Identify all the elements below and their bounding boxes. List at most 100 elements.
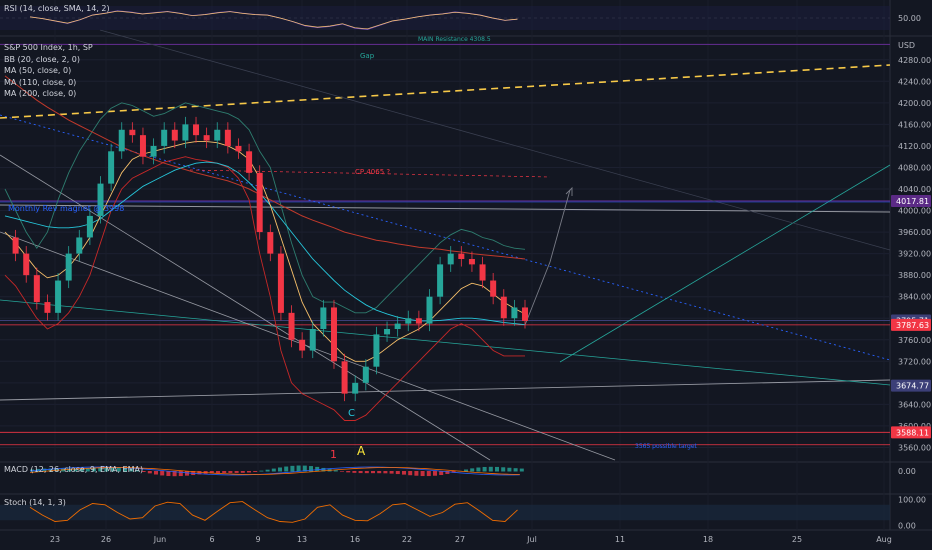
macd-histogram-bar	[259, 470, 264, 472]
rsi-pane[interactable]	[0, 6, 890, 30]
time-tick-label: 22	[402, 535, 412, 544]
macd-histogram-bar	[495, 466, 499, 472]
macd-histogram-bar	[364, 471, 369, 474]
macd-histogram-bar	[209, 471, 214, 474]
macd-histogram-bar	[129, 468, 134, 472]
study-ma50[interactable]: MA (50, close, 0)	[4, 66, 72, 75]
candle-body	[139, 135, 146, 157]
macd-histogram-bar	[321, 467, 326, 472]
candle-body	[214, 129, 221, 141]
macd-histogram-bar	[402, 471, 406, 475]
price-tick-label: 4120.00	[898, 142, 931, 151]
time-tick-label: 25	[792, 535, 802, 544]
macd-histogram-bar	[116, 467, 121, 472]
macd-pane[interactable]	[29, 465, 524, 477]
annotation-label: 1	[330, 448, 337, 461]
macd-histogram-bar	[278, 467, 282, 472]
gray-diag-2	[0, 231, 616, 461]
macd-histogram-bar	[172, 471, 177, 477]
time-axis[interactable]: 23 26 Jun 6 9 13 16 22 27 Jul 11 18 25 Aug	[50, 535, 892, 544]
main-legend: S&P 500 Index, 1h, SP BB (20, close, 2, …	[4, 42, 93, 100]
macd-histogram-bar	[451, 471, 456, 473]
macd-histogram-bar	[476, 467, 481, 472]
candle-body	[44, 302, 51, 313]
macd-histogram-bar	[389, 471, 394, 474]
candle-body	[458, 253, 465, 259]
symbol-title[interactable]: S&P 500 Index, 1h, SP	[4, 43, 93, 52]
macd-histogram-bar	[383, 471, 388, 474]
price-tag-label: 3588.11	[896, 428, 929, 437]
macd-histogram-bar	[426, 471, 431, 477]
macd-histogram-bar	[302, 465, 307, 472]
time-tick-label: 26	[101, 535, 111, 544]
macd-title: MACD (12, 26, close, 9, EMA, EMA)	[4, 465, 144, 474]
candle-body	[277, 253, 284, 313]
bb-upper-line	[4, 102, 526, 314]
stoch-pane[interactable]	[0, 501, 890, 523]
teal-downtrend	[0, 299, 891, 386]
candle-body	[161, 129, 168, 146]
stoch-band	[0, 504, 890, 521]
candle-body	[33, 275, 40, 303]
stoch-k-line	[29, 501, 518, 523]
candle-body	[224, 129, 231, 146]
macd-histogram-bar	[408, 471, 413, 476]
price-pane[interactable]	[4, 75, 528, 421]
macd-signal-line	[29, 467, 520, 475]
macd-histogram-bar	[234, 471, 239, 473]
macd-histogram-bar	[265, 469, 270, 472]
candle-body	[182, 124, 189, 141]
macd-histogram-bar	[160, 471, 165, 476]
study-bb[interactable]: BB (20, close, 2, 0)	[4, 54, 80, 64]
price-tick-label: 4080.00	[898, 163, 931, 172]
stoch-tick-label: 100.00	[898, 496, 926, 505]
rsi-tick-label: 50.00	[898, 14, 921, 23]
macd-histogram-bar	[79, 468, 84, 472]
time-tick-label: 16	[350, 535, 360, 544]
candle-body	[320, 307, 327, 329]
macd-histogram-bar	[507, 467, 512, 472]
price-tick-label: 4160.00	[898, 120, 931, 129]
price-tag-label: 4017.81	[896, 197, 929, 206]
candle-body	[246, 151, 253, 173]
rsi-title: RSI (14, close, SMA, 14, 2)	[4, 4, 110, 13]
candle-body	[193, 124, 200, 136]
price-tag-label: 3787.63	[896, 321, 929, 330]
price-tick-label: 3920.00	[898, 250, 931, 259]
study-ma200[interactable]: MA (200, close, 0)	[4, 89, 77, 98]
macd-histogram-bar	[488, 466, 493, 472]
macd-histogram-bar	[48, 468, 53, 472]
macd-histogram-bar	[296, 465, 301, 472]
macd-histogram-bar	[147, 471, 152, 474]
candle-body	[267, 232, 274, 254]
candle-body	[437, 264, 444, 297]
macd-histogram-bar	[216, 471, 220, 474]
macd-histogram-bar	[371, 471, 375, 474]
macd-histogram-bar	[85, 468, 90, 472]
candle-body	[150, 145, 157, 157]
candle-body	[490, 280, 497, 297]
macd-histogram-bar	[104, 466, 109, 472]
rsi-sma-line	[29, 10, 518, 30]
price-tick-label: 4280.00	[898, 56, 931, 65]
macd-histogram-bar	[92, 467, 96, 472]
candle-body	[171, 129, 178, 141]
macd-histogram-bar	[333, 470, 338, 472]
candle-body	[118, 129, 125, 152]
price-tick-label: 4040.00	[898, 185, 931, 194]
study-ma110[interactable]: MA (110, close, 0)	[4, 77, 77, 87]
ma200-line	[4, 75, 526, 260]
macd-histogram-bar	[166, 471, 171, 477]
price-tag-label: 3674.77	[896, 382, 929, 391]
macd-histogram-bar	[315, 466, 320, 472]
candle-body	[65, 253, 72, 281]
time-tick-label: 9	[255, 535, 260, 544]
stoch-title: Stoch (14, 1, 3)	[4, 498, 66, 507]
time-tick-label: Aug	[876, 535, 892, 544]
price-tag-bg	[891, 318, 931, 331]
bb-lower-line	[4, 156, 525, 421]
candle-body	[352, 382, 359, 394]
price-axis[interactable]: 4280.00 4240.00 4200.00 4160.00 4120.00 4080.…	[891, 14, 931, 530]
macd-histogram-bar	[154, 471, 158, 475]
